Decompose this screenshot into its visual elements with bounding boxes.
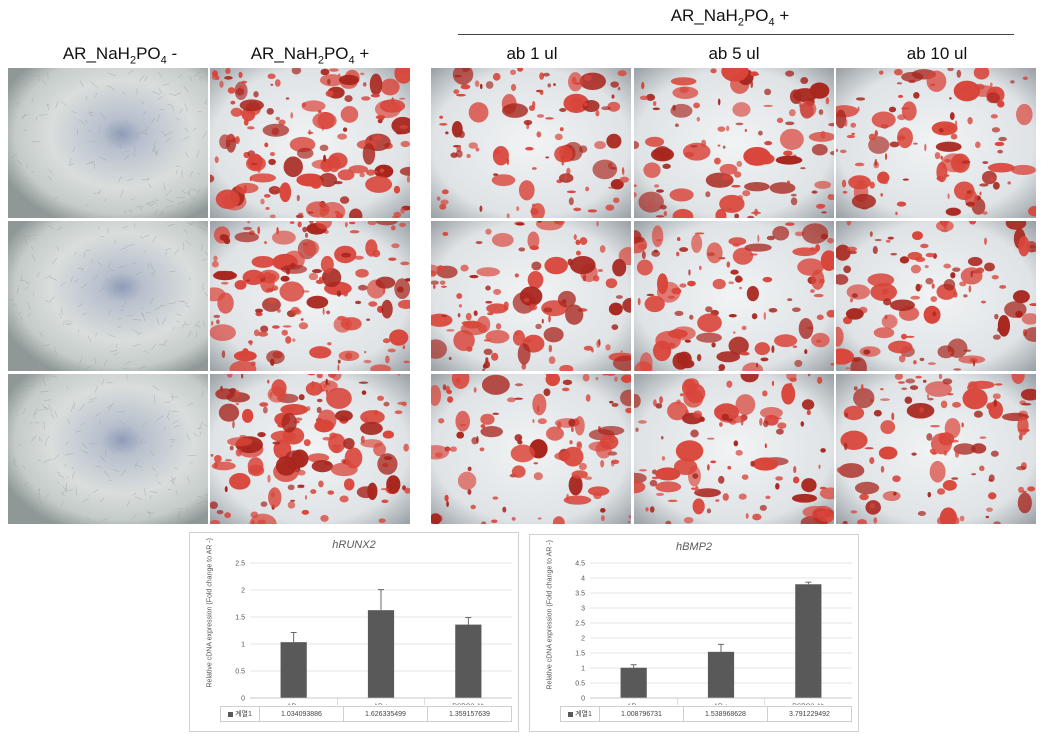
header-ab-5ul: ab 5 ul [708, 44, 760, 63]
legend-swatch-icon [228, 711, 234, 717]
y-tick-label: 2.5 [235, 561, 245, 568]
y-tick-label: 0 [241, 696, 245, 703]
y-tick-label: 4 [581, 576, 585, 583]
chart-hbmp2-title: hBMP2 [675, 541, 713, 553]
micrograph-stained [431, 221, 631, 371]
micrograph-stained [210, 221, 410, 371]
micrograph-stained [836, 221, 1036, 371]
x-category-label: AR + [714, 703, 729, 705]
bar [455, 624, 482, 698]
chart-hrunx2-plot: 2.5 2 1.5 1 0.5 0 AR - AR + RSPO3-Ab [235, 561, 512, 705]
x-category-label: RSPO3-Ab [452, 703, 485, 705]
data-label: 1.359157639 [427, 706, 512, 722]
micrograph-stained [634, 68, 834, 218]
y-tick-label: 0.5 [575, 681, 585, 688]
header-ar-minus: AR_NaH2PO4 - [62, 44, 178, 67]
x-category-label: RSPO3-Ab [792, 703, 825, 705]
legend-entry: 계열1 [560, 706, 600, 722]
y-tick-label: 2 [241, 588, 245, 595]
chart-hbmp2-plot: 4.5 4 3.5 3 2.5 2 1.5 1 0.5 0 AR - AR + RSPO3-Ab [575, 561, 852, 705]
data-label: 1.538968628 [683, 706, 768, 722]
micrograph-unstained [8, 68, 208, 218]
legend-entry: 계열1 [220, 706, 260, 722]
micrograph-unstained [8, 221, 208, 371]
y-tick-label: 2.5 [575, 621, 585, 628]
x-category-label: AR + [374, 703, 389, 705]
micrograph-stained [836, 68, 1036, 218]
micrograph-stained [210, 374, 410, 524]
chart-hrunx2-title: hRUNX2 [332, 539, 376, 551]
header-ab-10ul: ab 10 ul [906, 44, 968, 63]
y-tick-label: 3 [581, 606, 585, 613]
chart-hbmp2-table: 계열1 1.008796731 1.538968628 3.791229492 [560, 706, 852, 722]
micrograph-stained [634, 374, 834, 524]
chart-hbmp2-ylabel: Relative cDNA expression (Fold change to… [546, 540, 554, 690]
data-label: 3.791229492 [767, 706, 852, 722]
header-group: AR_NaH2PO4 + [670, 6, 790, 29]
chart-hrunx2-table: 계열1 1.034093886 1.626335499 1.359157639 [220, 706, 512, 722]
x-category-label: AR - [287, 703, 300, 705]
data-label: 1.626335499 [343, 706, 428, 722]
bar [795, 584, 822, 698]
bar [367, 610, 395, 698]
y-tick-label: 4.5 [575, 561, 585, 568]
x-category-label: AR - [627, 703, 640, 705]
y-tick-label: 1.5 [575, 651, 585, 658]
bar [707, 651, 735, 698]
y-tick-label: 1 [581, 666, 585, 673]
micrograph-stained [431, 374, 631, 524]
legend-swatch-icon [568, 711, 574, 717]
y-tick-label: 0 [581, 696, 585, 703]
group-rule [458, 34, 1014, 35]
chart-hrunx2-panel: hRUNX2 Relative cDNA expression (Fold ch… [189, 532, 519, 732]
micrograph-stained [431, 68, 631, 218]
data-label: 1.034093886 [259, 706, 344, 722]
chart-hbmp2-panel: hBMP2 Relative cDNA expression (Fold cha… [529, 534, 859, 732]
y-tick-label: 2 [581, 636, 585, 643]
chart-hrunx2-ylabel: Relative cDNA expression (Fold change to… [206, 538, 214, 688]
bar [620, 667, 647, 698]
micrograph-unstained [8, 374, 208, 524]
y-tick-label: 3.5 [575, 591, 585, 598]
y-tick-label: 0.5 [235, 669, 245, 676]
bar [280, 642, 307, 698]
micrograph-stained [634, 221, 834, 371]
data-label: 1.008796731 [599, 706, 684, 722]
y-tick-label: 1.5 [235, 615, 245, 622]
header-ab-1ul: ab 1 ul [506, 44, 558, 63]
y-tick-label: 1 [241, 642, 245, 649]
header-ar-plus: AR_NaH2PO4 + [250, 44, 370, 67]
micrograph-stained [210, 68, 410, 218]
micrograph-stained [836, 374, 1036, 524]
